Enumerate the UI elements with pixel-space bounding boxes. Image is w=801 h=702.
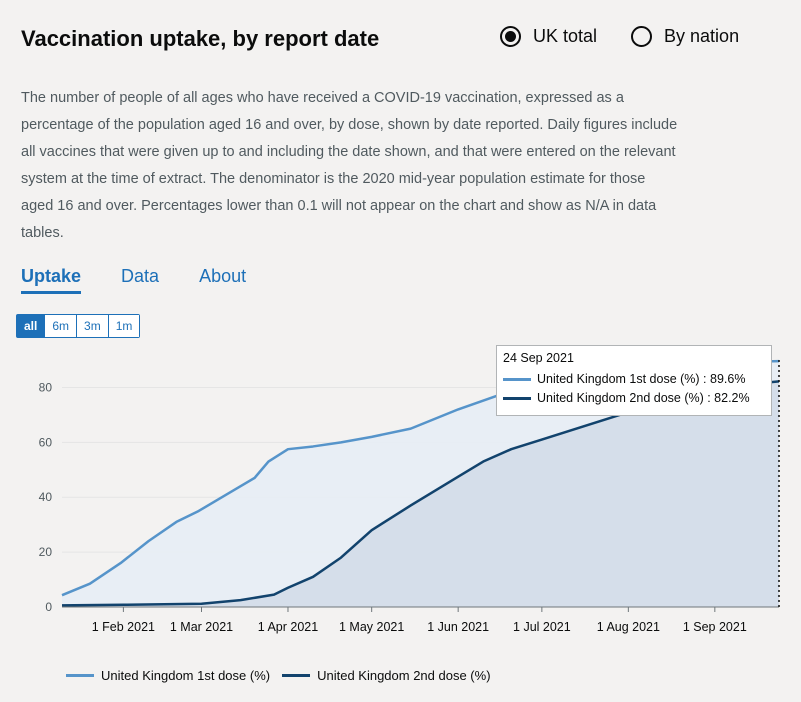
tooltip-text-1st: United Kingdom 1st dose (%) : 89.6% (537, 372, 746, 386)
x-tick-label: 1 Jul 2021 (513, 620, 571, 634)
x-tick-label: 1 May 2021 (339, 620, 404, 634)
series-area-2 (62, 381, 779, 607)
y-tick-label: 0 (45, 600, 52, 614)
range-all-button[interactable]: all (17, 315, 46, 337)
tab-about[interactable]: About (199, 266, 247, 286)
x-tick-label: 1 Jun 2021 (427, 620, 489, 634)
chart-legend: United Kingdom 1st dose (%) United Kingd… (66, 668, 491, 683)
radio-by-nation[interactable]: By nation (631, 26, 739, 47)
tooltip-text-2nd: United Kingdom 2nd dose (%) : 82.2% (537, 391, 750, 405)
tooltip-swatch-1st (503, 377, 531, 381)
x-tick-label: 1 Apr 2021 (258, 620, 319, 634)
radio-selected-dot (505, 31, 516, 42)
radio-by-nation-icon[interactable] (631, 26, 653, 47)
y-tick-label: 60 (39, 435, 53, 449)
chart-tooltip: 24 Sep 2021 United Kingdom 1st dose (%) … (496, 345, 772, 416)
x-tick-label: 1 Sep 2021 (683, 620, 747, 634)
x-tick-label: 1 Mar 2021 (170, 620, 233, 634)
radio-uk-total-label: UK total (533, 26, 598, 46)
range-6m-button[interactable]: 6m (45, 315, 78, 337)
chart-title: Vaccination uptake, by report date (21, 26, 380, 51)
tooltip-swatch-2nd (503, 396, 531, 400)
tab-uptake[interactable]: Uptake (21, 266, 82, 294)
radio-by-nation-label: By nation (664, 26, 740, 46)
tooltip-row-1st-dose: United Kingdom 1st dose (%) : 89.6% (503, 372, 765, 386)
range-1m-button[interactable]: 1m (108, 315, 140, 337)
legend-item-1st-dose[interactable]: United Kingdom 1st dose (%) (66, 668, 270, 683)
radio-uk-total[interactable]: UK total (500, 26, 597, 47)
tooltip-row-2nd-dose: United Kingdom 2nd dose (%) : 82.2% (503, 391, 765, 405)
tooltip-date: 24 Sep 2021 (503, 351, 574, 365)
x-tick-label: 1 Feb 2021 (92, 620, 155, 634)
legend-swatch-1st (66, 674, 94, 677)
legend-label-2nd: United Kingdom 2nd dose (%) (317, 668, 491, 683)
range-selector: all 6m 3m 1m (16, 314, 141, 338)
chart-description: The number of people of all ages who hav… (21, 90, 678, 241)
y-tick-label: 40 (39, 490, 53, 504)
y-tick-label: 20 (39, 545, 53, 559)
range-3m-button[interactable]: 3m (77, 315, 109, 337)
radio-uk-total-icon[interactable] (500, 26, 521, 47)
view-toggle: UK total By nation (500, 26, 739, 47)
legend-item-2nd-dose[interactable]: United Kingdom 2nd dose (%) (282, 668, 491, 683)
tab-bar: Uptake Data About (21, 266, 246, 294)
legend-swatch-2nd (282, 674, 311, 677)
tab-data[interactable]: Data (121, 266, 160, 286)
y-tick-label: 80 (39, 380, 53, 394)
x-tick-label: 1 Aug 2021 (597, 620, 660, 634)
legend-label-1st: United Kingdom 1st dose (%) (101, 668, 271, 683)
